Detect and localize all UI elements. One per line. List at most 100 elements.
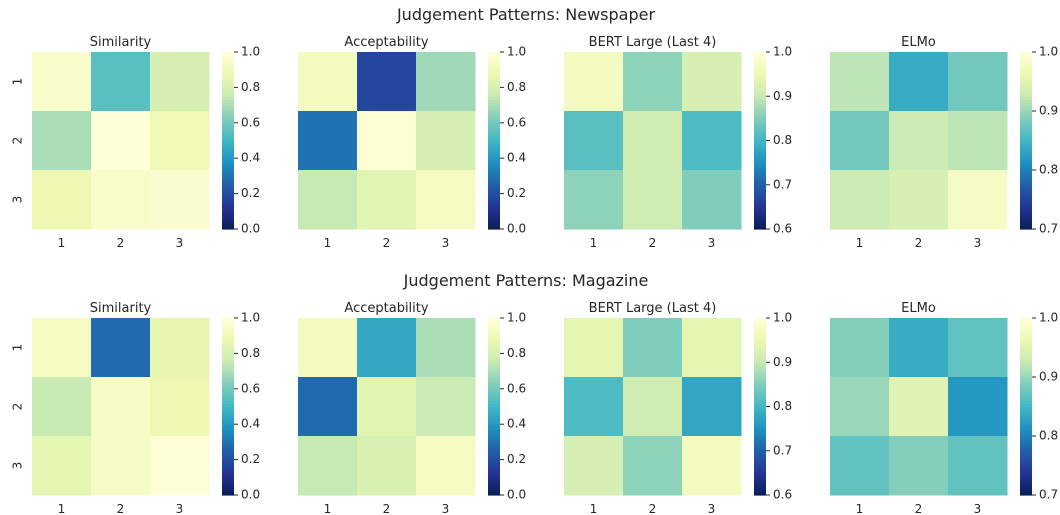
colorbar-segment — [488, 441, 500, 446]
colorbar-segment — [754, 344, 766, 349]
heatmap-cell — [298, 436, 358, 496]
heatmap-cell — [682, 52, 742, 112]
heatmap-panel: BERT Large (Last 4) 1 2 3 0.6 0.7 0.8 0.9 1.0 — [564, 301, 792, 515]
panel-title: Similarity — [90, 301, 152, 316]
colorbar-segment — [488, 347, 500, 352]
colorbar-segment — [222, 161, 234, 165]
colorbar-segment — [754, 96, 766, 100]
colorbar-segment — [222, 424, 234, 428]
colorbar-segment — [1020, 480, 1032, 484]
colorbar-segment — [222, 397, 234, 402]
colorbar-segment — [488, 430, 500, 434]
colorbar-segment — [488, 93, 500, 97]
colorbar-segment — [222, 323, 234, 328]
colorbar-segment — [222, 471, 234, 475]
heatmap-cell — [682, 318, 742, 378]
colorbar-segment — [754, 453, 766, 458]
colorbar-segment — [488, 140, 500, 145]
colorbar-segment — [222, 128, 234, 133]
colorbar-segment — [754, 66, 766, 71]
colorbar-segment — [754, 226, 766, 230]
colorbar-segment — [1020, 394, 1032, 399]
colorbar-segment — [488, 149, 500, 153]
colorbar-tick-label: 1.0 — [241, 45, 260, 59]
colorbar-tick-label: 0.8 — [773, 133, 792, 147]
y-tick-label: 1 — [11, 78, 25, 86]
heatmap-cell — [623, 170, 683, 230]
colorbar-segment — [754, 105, 766, 109]
colorbar-segment — [222, 427, 234, 431]
colorbar-segment — [754, 196, 766, 201]
colorbar-segment — [488, 492, 500, 496]
x-tick-label: 2 — [915, 502, 923, 515]
colorbar-segment — [754, 223, 766, 227]
colorbar-segment — [1020, 329, 1032, 334]
colorbar-segment — [488, 187, 500, 192]
colorbar-segment — [222, 60, 234, 65]
colorbar-segment — [488, 480, 500, 484]
colorbar-tick-label: 0.6 — [241, 381, 260, 395]
colorbar-segment — [1020, 172, 1032, 177]
colorbar-segment — [1020, 441, 1032, 446]
colorbar-segment — [1020, 54, 1032, 59]
heatmap-cell — [357, 170, 417, 230]
colorbar-tick-label: 0.8 — [773, 399, 792, 413]
colorbar-segment — [222, 196, 234, 201]
colorbar-segment — [222, 81, 234, 86]
heatmap-panel: Similarity 1 2 3 1 2 3 0.0 0.2 0.4 0.6 0.8 1.0 — [11, 35, 261, 250]
colorbar-segment — [488, 359, 500, 363]
panel-title: Similarity — [90, 35, 152, 50]
colorbar-tick-label: 0.6 — [773, 488, 792, 502]
heatmap-cell — [623, 318, 683, 378]
heatmap-cell — [416, 436, 476, 496]
colorbar-segment — [1020, 430, 1032, 434]
colorbar-segment — [754, 57, 766, 62]
colorbar-segment — [222, 362, 234, 366]
heatmap-cell — [623, 111, 683, 171]
colorbar-segment — [754, 164, 766, 168]
colorbar-segment — [1020, 412, 1032, 416]
colorbar-segment — [754, 480, 766, 484]
colorbar-segment — [488, 116, 500, 121]
colorbar-segment — [754, 217, 766, 221]
heatmap-cell — [682, 170, 742, 230]
colorbar-segment — [754, 75, 766, 80]
colorbar-segment — [1020, 347, 1032, 352]
colorbar-segment — [1020, 456, 1032, 461]
colorbar-segment — [488, 320, 500, 325]
colorbar-segment — [1020, 84, 1032, 88]
heatmap-cell — [623, 436, 683, 496]
colorbar-segment — [488, 421, 500, 425]
colorbar-segment — [222, 220, 234, 224]
colorbar-segment — [488, 388, 500, 393]
heatmap-cell — [91, 170, 151, 230]
colorbar-segment — [222, 164, 234, 168]
colorbar-segment — [488, 105, 500, 109]
colorbar-segment — [222, 87, 234, 91]
colorbar-segment — [1020, 374, 1032, 378]
colorbar-segment — [488, 486, 500, 490]
colorbar-segment — [1020, 214, 1032, 218]
colorbar-segment — [1020, 353, 1032, 357]
colorbar-segment — [1020, 471, 1032, 475]
colorbar-segment — [488, 318, 500, 322]
colorbar-segment — [754, 335, 766, 340]
colorbar-segment — [1020, 459, 1032, 464]
colorbar-segment — [754, 477, 766, 481]
colorbar-segment — [1020, 181, 1032, 186]
colorbar-segment — [754, 456, 766, 461]
x-tick-label: 3 — [442, 502, 450, 515]
colorbar-segment — [754, 427, 766, 431]
colorbar-segment — [754, 320, 766, 325]
colorbar-segment — [1020, 196, 1032, 201]
colorbar-segment — [222, 178, 234, 183]
colorbar-segment — [222, 415, 234, 419]
colorbar-segment — [754, 412, 766, 416]
colorbar-segment — [754, 403, 766, 408]
colorbar-segment — [754, 338, 766, 343]
y-tick-label: 3 — [11, 462, 25, 470]
heatmap-cell — [623, 52, 683, 112]
heatmap-cell — [682, 436, 742, 496]
